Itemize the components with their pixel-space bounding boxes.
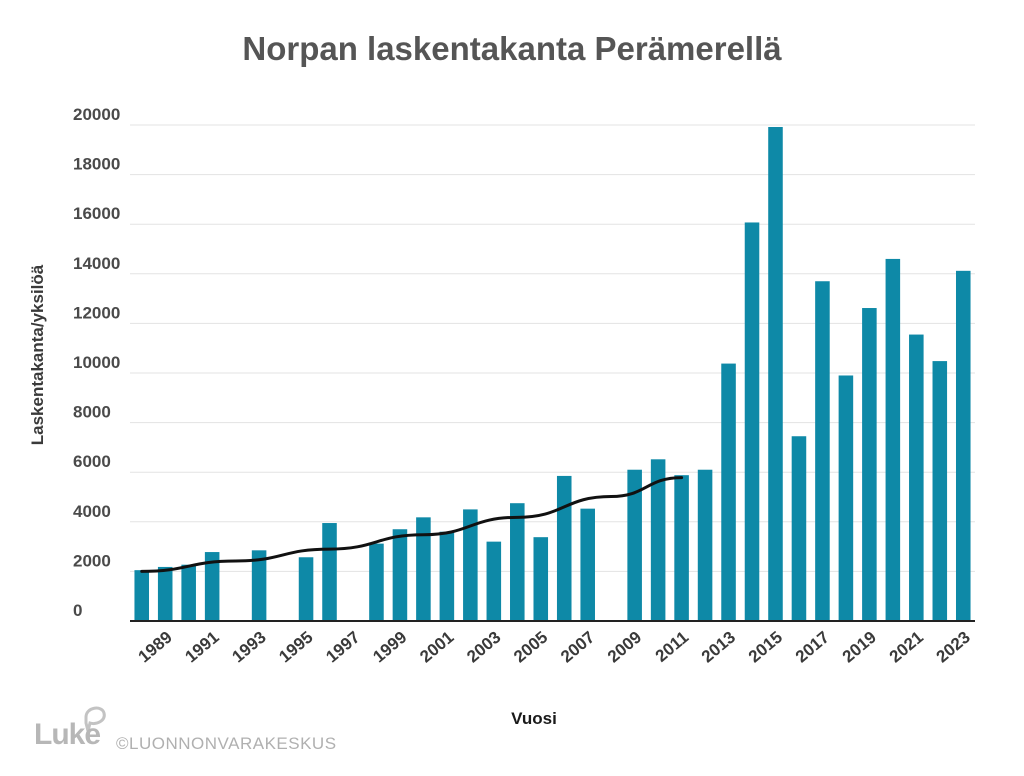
x-tick-label: 2015 [745,628,786,667]
bar-2020 [885,258,901,621]
trendline [140,476,684,573]
y-tick-label: 2000 [73,551,111,570]
bar-2004 [510,503,525,621]
bar-1991 [204,552,220,621]
bar-1988 [134,570,150,621]
bar-2019 [862,308,877,621]
bar-2007 [580,508,595,621]
bar-2013 [721,363,736,621]
bar-2022 [932,361,948,621]
x-tick-label: 2009 [604,628,645,667]
bar-2006 [556,475,572,621]
y-tick-label: 20000 [73,105,120,124]
bars [134,126,971,622]
y-axis-label: Laskentakanta/yksilöä [28,264,47,445]
y-tick-label: 8000 [73,403,111,422]
y-tick-label: 6000 [73,452,111,471]
bar-2001 [439,531,455,621]
y-tick-label: 4000 [73,502,111,521]
x-tick-label: 2007 [557,628,598,667]
x-tick-label: 2001 [416,628,457,667]
x-tick-labels: 1989 1991 1993 1995 1997 1999 2001 2003 2005 2007… [135,628,974,667]
trend-line [140,476,684,573]
bar-2005 [533,537,549,621]
x-tick-label: 1989 [135,628,176,667]
x-tick-label: 1995 [275,628,316,667]
x-axis-label: Vuosi [511,709,557,728]
bar-1995 [298,557,314,621]
x-tick-label: 2003 [463,628,504,667]
bar-2003 [486,541,502,621]
bar-1993 [251,550,267,621]
x-tick-label: 2017 [792,628,833,667]
bar-2014 [744,222,760,622]
x-tick-label: 2005 [510,628,551,667]
bar-2009 [627,469,642,621]
x-tick-label: 2011 [652,628,692,666]
bar-2021 [909,334,924,621]
luke-logo-icon [84,706,106,732]
bar-2016 [791,436,807,621]
bar-2023 [955,270,971,621]
x-tick-label: 2019 [839,628,880,667]
y-tick-label: 16000 [73,204,120,223]
y-tick-label: 0 [73,601,82,620]
bar-2011 [674,475,689,621]
bar-1996 [322,523,337,621]
x-tick-label: 1999 [369,628,410,667]
y-tick-label: 12000 [73,303,120,322]
x-tick-label: 1997 [322,628,363,667]
y-tick-label: 18000 [73,155,120,174]
bar-2010 [650,459,666,621]
bar-2012 [697,469,713,621]
y-tick-label: 10000 [73,353,120,372]
bar-2002 [463,509,478,621]
bar-2018 [838,375,854,621]
y-tick-label: 14000 [73,254,120,273]
bar-1998 [369,543,384,621]
x-tick-label: 2023 [933,628,974,667]
y-tick-labels: 0 2000 4000 6000 8000 10000 12000 14000 16000 180… [73,105,120,620]
bar-2015 [768,126,783,621]
bar-1989 [157,566,173,621]
copyright-credit: ©LUONNONVARAKESKUS [116,734,337,753]
bar-1990 [181,564,196,621]
bar-2017 [815,281,830,621]
x-tick-label: 2013 [698,628,739,667]
luke-logo-text: Luke [34,718,101,751]
bar-1999 [392,529,408,621]
x-tick-label: 1991 [182,628,223,667]
gridlines [130,124,975,572]
chart-title: Norpan laskentakanta Perämerellä [242,30,782,67]
x-tick-label: 2021 [886,628,927,667]
bar-2000 [416,517,431,621]
x-tick-label: 1993 [228,628,269,667]
